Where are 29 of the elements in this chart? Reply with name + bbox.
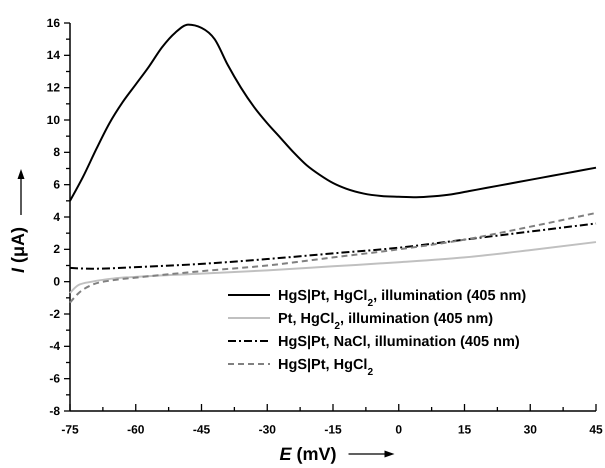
y-tick-label: 0 (53, 274, 60, 289)
x-tick-label: -60 (127, 422, 145, 437)
y-tick-label: 16 (46, 16, 60, 30)
x-axis-title: E (mV) (279, 444, 337, 464)
y-tick-label: -2 (49, 306, 60, 321)
legend-label: HgS|Pt, HgCl$_{2}$, illumination (405 nm) (278, 288, 526, 308)
x-tick-label: -30 (258, 422, 276, 437)
x-tick-label: 45 (589, 422, 603, 437)
x-tick-label: -75 (61, 422, 79, 437)
legend-label: HgS|Pt, NaCl, illumination (405 nm) (278, 334, 520, 350)
y-tick-label: 8 (53, 145, 60, 160)
y-tick-label: -4 (49, 339, 60, 354)
y-tick-label: 4 (53, 210, 60, 224)
y-tick-label: 2 (53, 242, 60, 256)
legend-label: Pt, HgCl$_{2}$, illumination (405 nm) (278, 311, 494, 332)
y-tick-label: -8 (49, 404, 60, 418)
y-tick-label: -6 (49, 372, 60, 386)
x-tick-label: -45 (192, 422, 210, 437)
x-tick-label: 0 (395, 422, 402, 437)
x-tick-label: 15 (458, 422, 472, 437)
x-tick-label: 30 (524, 422, 538, 437)
y-tick-label: 12 (46, 80, 60, 95)
y-axis-title: I (μA) (8, 226, 28, 274)
line-series (69, 212, 597, 304)
legend-label: HgS|Pt, HgCl$_{2}$ (278, 357, 374, 378)
y-tick-label: 10 (46, 112, 60, 127)
x-tick-label: -15 (324, 422, 342, 437)
y-tick-label: 6 (53, 178, 60, 192)
y-tick-label: 14 (46, 48, 60, 62)
